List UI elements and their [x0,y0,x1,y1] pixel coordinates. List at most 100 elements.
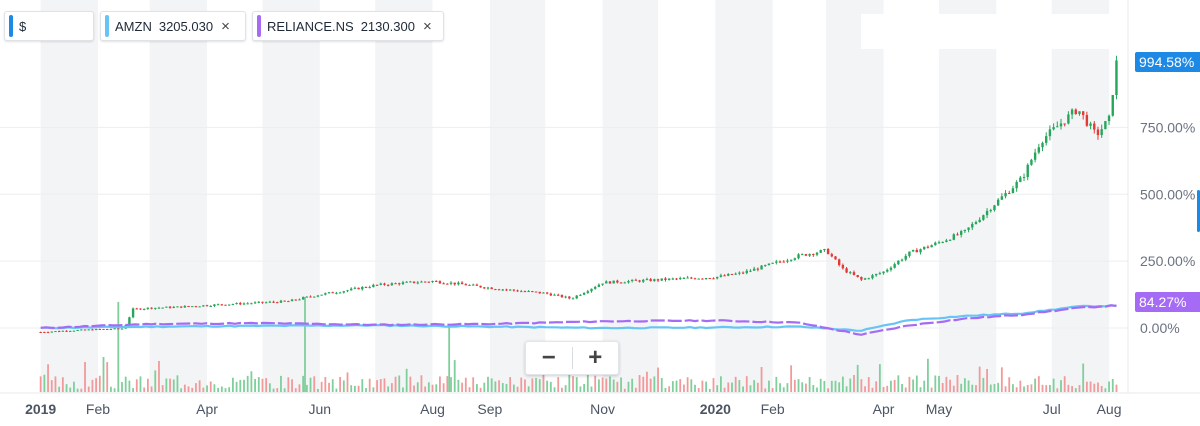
candle-body [804,254,808,256]
volume-bar [246,375,249,392]
chip-color-bar [105,15,109,37]
volume-bar [158,360,160,392]
candle-body [346,290,349,292]
volume-bar [398,375,401,392]
candle-body [213,304,216,306]
x-axis-ticks: 2019 Feb Apr Jun Aug Sep Nov 2020 Feb Apr May Jul Au… [25,401,1121,417]
candle-body [630,279,634,282]
legend-chip-amzn[interactable]: AMZN 3205.030 × [100,11,246,41]
volume-bar [298,384,301,392]
candle-body [216,304,220,306]
candle-body [401,282,405,285]
candle-body [508,289,512,291]
volume-bar [305,384,308,392]
candle-body [664,278,667,280]
candle-body [471,284,475,286]
candle-body [923,246,926,250]
month-band [1051,0,1110,393]
volume-bar [683,384,685,392]
volume-bar [671,381,674,392]
volume-bar [1085,381,1088,392]
volume-bar [535,378,537,392]
volume-bar [87,386,90,392]
candle-body [490,287,493,290]
close-icon[interactable]: × [422,17,432,35]
candle-body [793,258,797,260]
volume-bar [841,376,844,392]
month-band [40,0,98,393]
candle-body [738,272,741,274]
candle-body [915,250,919,253]
volume-bar [494,381,497,392]
x-tick-label: Sep [477,401,502,417]
volume-bar [446,376,449,392]
candle-body [660,278,663,281]
candle-body [1104,121,1107,130]
candle-body [760,265,763,270]
zoom-in-button[interactable]: + [588,344,603,371]
volume-bar [453,360,456,392]
candle-body [446,283,449,285]
volume-bar [960,383,963,392]
candle-body [963,229,967,232]
candle-body [194,306,198,308]
candle-body [272,301,275,303]
candle-body [930,245,933,248]
volume-bar [232,377,234,392]
reliance-series-line [40,304,1117,336]
legend-chip-reliance[interactable]: RELIANCE.NS 2130.300 × [252,11,444,41]
volume-bar [904,387,907,392]
price-scale-handle[interactable] [1197,190,1200,232]
candle-body [937,242,941,244]
volume-bar [1012,384,1014,392]
volume-spike [448,327,451,392]
candle-body [978,219,981,223]
candle-body [1037,147,1041,153]
volume-bar [542,366,545,392]
volume-bar [379,379,382,392]
candle-body [819,250,822,253]
candle-body [1107,115,1111,122]
candle-body [597,284,601,287]
volume-bar [779,383,781,392]
volume-spike [117,302,120,392]
candle-body [375,284,379,286]
y-tick-label: 250.00% [1140,253,1195,269]
volume-bar [1041,384,1044,392]
candle-body [239,302,242,305]
volume-bar [623,388,626,392]
volume-bar [646,371,648,392]
month-band [489,0,546,393]
volume-bar [61,377,64,392]
volume-bar [878,364,881,392]
candle-body [102,328,105,330]
chip-color-bar [9,15,13,37]
volume-bar [176,375,179,392]
candle-body [335,292,338,294]
candle-body [649,279,652,282]
volume-bar [756,382,759,392]
volume-bar [1071,386,1073,392]
volume-bar [128,380,131,392]
volume-bar [805,383,807,392]
volume-bar [268,383,271,392]
volume-bar [154,370,157,392]
candle-body [1026,164,1029,178]
volume-bar [276,388,279,392]
volume-bar [387,386,390,392]
candle-body [549,293,553,296]
volume-bar [830,380,833,392]
close-icon[interactable]: × [221,17,230,35]
volume-bar [331,379,334,392]
legend-chip-main[interactable]: $ [4,11,94,41]
candle-body [94,328,98,331]
volume-bar [956,375,959,392]
candle-body [338,292,342,294]
y-tick-label: 0.00% [1140,320,1180,336]
x-tick-label: Jul [1043,401,1061,417]
volume-bar [564,385,567,392]
zoom-out-button[interactable]: − [541,344,556,371]
volume-bar [405,368,408,392]
volume-bar [309,377,312,392]
